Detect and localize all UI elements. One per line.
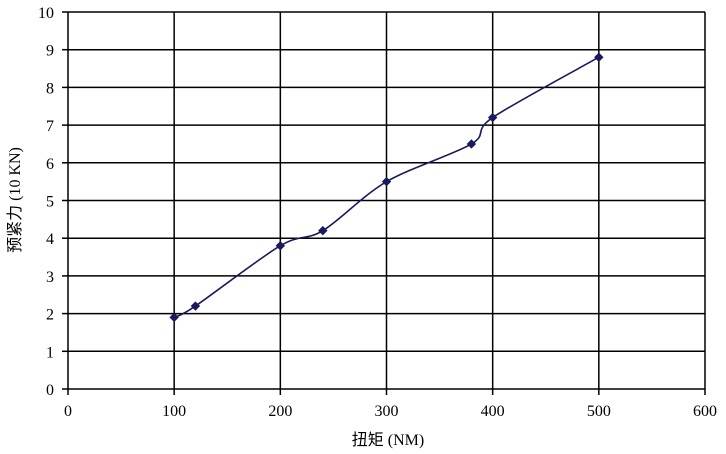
- x-tick-label: 200: [268, 403, 292, 420]
- y-tick-label: 6: [46, 156, 54, 173]
- data-point-marker: [169, 312, 179, 323]
- data-point-marker: [190, 301, 201, 311]
- x-tick-label: 600: [693, 403, 717, 420]
- axes: [62, 11, 706, 395]
- data-point-marker: [318, 225, 328, 236]
- y-axis-title: 预紧力 (10 KN): [6, 147, 24, 253]
- data-point-marker: [487, 112, 498, 123]
- y-tick-label: 7: [46, 118, 54, 135]
- x-tick-label: 500: [587, 403, 611, 420]
- y-tick-label: 3: [46, 269, 54, 286]
- y-tick-label: 0: [46, 382, 54, 399]
- data-point-marker: [275, 241, 286, 251]
- x-tick-label: 400: [481, 403, 505, 420]
- y-tick-label: 1: [46, 344, 54, 361]
- x-tick-label: 0: [64, 403, 72, 420]
- y-tick-label: 8: [46, 80, 54, 97]
- data-point-marker: [381, 176, 392, 187]
- y-tick-labels: 0 1 2 3 4 5 6 7 8 9 10: [38, 5, 54, 399]
- x-tick-label: 100: [162, 403, 186, 420]
- y-tick-label: 9: [46, 43, 54, 60]
- data-point-marker: [594, 52, 604, 62]
- x-tick-label: 300: [375, 403, 399, 420]
- y-tick-label: 2: [46, 307, 54, 324]
- x-axis-title: 扭矩 (NM): [352, 431, 424, 449]
- y-tick-label: 4: [46, 231, 54, 248]
- y-tick-label: 5: [46, 194, 54, 211]
- grid: [68, 11, 706, 389]
- series: [169, 52, 604, 323]
- x-tick-labels: 0 100 200 300 400 500 600: [64, 403, 717, 420]
- y-tick-label: 10: [38, 5, 54, 22]
- data-point-marker: [466, 139, 477, 149]
